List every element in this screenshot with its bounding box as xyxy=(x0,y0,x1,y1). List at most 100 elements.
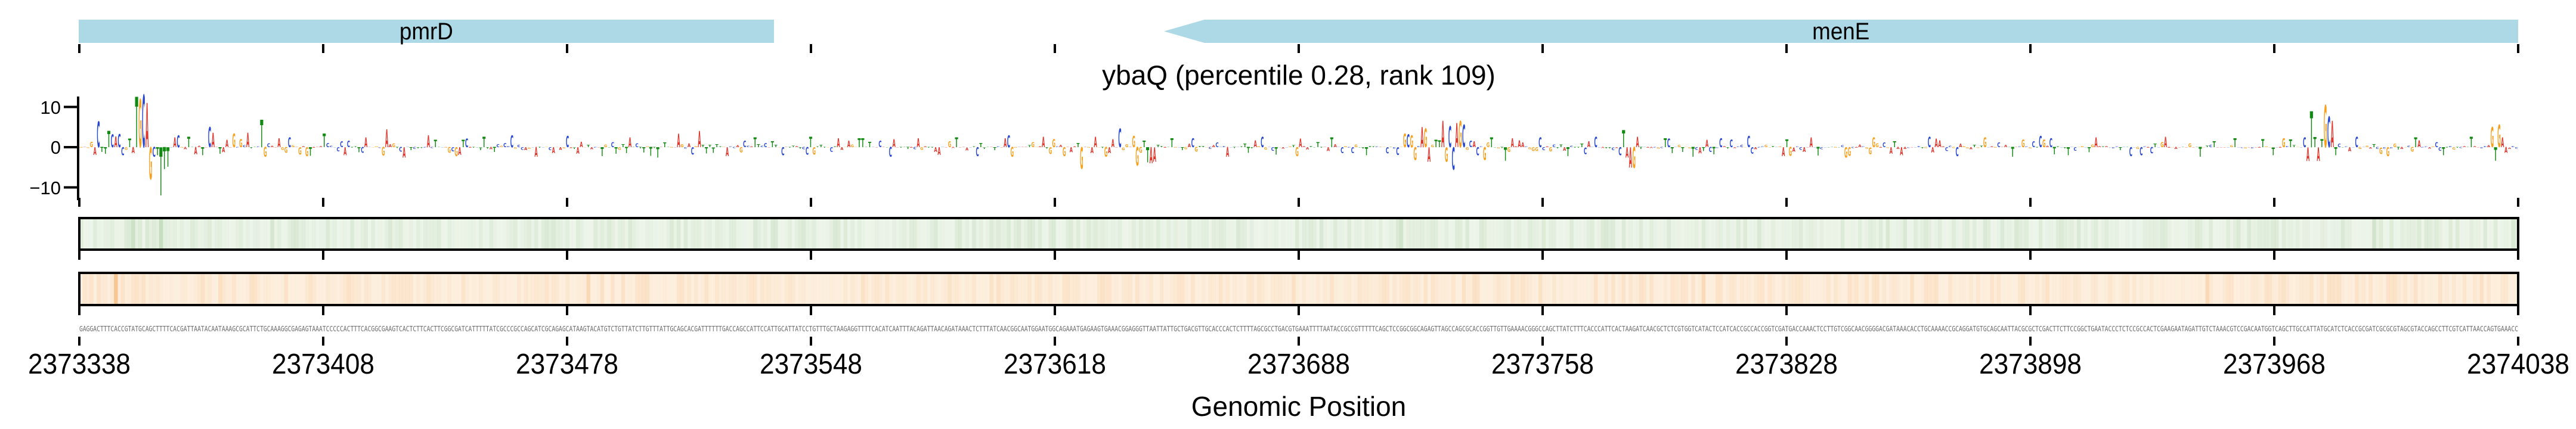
track-green-stripe xyxy=(736,219,740,248)
logo-letter-G: G xyxy=(392,142,395,148)
svg-text:A: A xyxy=(552,145,556,155)
track-orange-stripe xyxy=(583,274,587,304)
logo-letter-T: T xyxy=(218,145,221,156)
track-green-stripe xyxy=(2424,219,2428,248)
svg-text:A: A xyxy=(1959,143,1962,149)
logo-letter-T: T xyxy=(705,145,708,156)
track-orange-stripe xyxy=(1705,274,1709,304)
track-orange-stripe xyxy=(2237,274,2241,304)
track-orange-stripe xyxy=(1549,274,1552,304)
logo-letter-C: C xyxy=(1417,146,1420,148)
track-green-stripe xyxy=(520,219,525,248)
track-green-stripe xyxy=(437,219,441,248)
track-green-stripe xyxy=(2226,219,2230,248)
svg-text:A: A xyxy=(1810,135,1813,151)
track-green-stripe xyxy=(899,219,903,248)
track-green-stripe xyxy=(184,219,187,248)
track-green-stripe xyxy=(774,219,778,248)
track-green-stripe xyxy=(1816,219,1820,248)
logo-letter-T: T xyxy=(2442,146,2445,158)
svg-text:T: T xyxy=(1556,147,1559,149)
track-orange-stripe xyxy=(2136,274,2140,304)
track-orange-stripe xyxy=(1760,274,1765,304)
logo-letter-T: T xyxy=(2063,147,2066,149)
track-orange-stripe xyxy=(1920,274,1925,304)
svg-text:T: T xyxy=(475,147,479,148)
track-green-stripe xyxy=(1736,219,1741,248)
track-orange-stripe xyxy=(524,274,528,304)
svg-text:G: G xyxy=(1507,147,1510,154)
logo-letter-T: T xyxy=(2154,143,2157,148)
track-green-stripe xyxy=(896,219,900,248)
track-green-stripe xyxy=(179,219,184,248)
svg-text:T: T xyxy=(2310,101,2313,159)
track-orange-stripe xyxy=(1326,274,1330,304)
logo-letter-G: G xyxy=(1194,147,1197,154)
logo-letter-T: T xyxy=(771,140,775,150)
x-tick xyxy=(322,44,324,53)
logo-letter-T: T xyxy=(1980,146,1983,148)
track-green-stripe xyxy=(1948,219,1952,248)
track-green-stripe xyxy=(298,219,302,248)
track-orange-stripe xyxy=(388,274,392,304)
logo-letter-T: T xyxy=(187,134,191,151)
track-orange-stripe xyxy=(2386,274,2390,304)
track-orange-stripe xyxy=(1153,274,1156,304)
svg-text:A: A xyxy=(945,147,948,148)
logo-letter-C: C xyxy=(1479,147,1483,148)
logo-letter-C: C xyxy=(2438,146,2442,152)
svg-text:A: A xyxy=(212,129,215,153)
track-green-stripe xyxy=(1962,219,1967,248)
track-orange-stripe xyxy=(86,274,90,304)
logo-letter-A: A xyxy=(194,145,197,157)
svg-text:C: C xyxy=(1542,147,1545,151)
logo-letter-C: C xyxy=(431,147,434,149)
track-green-stripe xyxy=(781,219,785,248)
logo-letter-T: T xyxy=(2341,147,2345,148)
track-green-stripe xyxy=(1580,219,1584,248)
logo-letter-G: G xyxy=(281,147,284,151)
svg-text:A: A xyxy=(1254,139,1258,150)
track-green-stripe xyxy=(1587,219,1591,248)
svg-text:T: T xyxy=(416,147,419,149)
track-green-stripe xyxy=(2212,219,2216,248)
track-orange-stripe xyxy=(1371,274,1376,304)
track-orange-stripe xyxy=(117,274,122,304)
track-orange-stripe xyxy=(1233,274,1237,304)
svg-text:C: C xyxy=(1584,145,1587,156)
logo-letter-A: A xyxy=(952,147,955,149)
svg-text:A: A xyxy=(1879,147,1883,148)
track-green-stripe xyxy=(1135,219,1140,248)
x-tick-label: 2373898 xyxy=(1979,349,2082,380)
logo-letter-T: T xyxy=(973,147,976,148)
logo-letter-T: T xyxy=(416,147,419,149)
track-green-stripe xyxy=(1899,219,1904,248)
logo-letter-T: T xyxy=(701,144,705,148)
svg-text:A: A xyxy=(2428,147,2432,150)
logo-letter-G: G xyxy=(1174,147,1177,148)
svg-text:A: A xyxy=(1441,114,1444,156)
svg-text:C: C xyxy=(340,140,343,150)
track-green-stripe xyxy=(1163,219,1168,248)
svg-text:A: A xyxy=(952,147,955,149)
logo-letter-T: T xyxy=(927,147,931,148)
track-green-stripe xyxy=(1979,219,1984,248)
track-orange-stripe xyxy=(833,274,837,304)
logo-letter-T: T xyxy=(2445,147,2449,148)
logo-letter-T: T xyxy=(434,139,437,150)
track-orange-stripe xyxy=(2302,274,2307,304)
track-green-stripe xyxy=(1760,219,1765,248)
logo-letter-C: C xyxy=(747,146,750,148)
logo-letter-T: T xyxy=(798,147,801,149)
track-green-stripe xyxy=(1757,219,1761,248)
track-green-stripe xyxy=(871,219,875,248)
svg-text:T: T xyxy=(1146,142,1149,167)
track-green-stripe xyxy=(1441,219,1445,248)
track-orange-stripe xyxy=(2261,274,2265,304)
logo-letter-C: C xyxy=(2209,145,2213,148)
logo-letter-A: A xyxy=(1441,114,1444,156)
track-green-stripe xyxy=(2140,219,2143,248)
track-orange-stripe xyxy=(259,274,264,304)
track-green-stripe xyxy=(131,219,135,248)
x-tick xyxy=(1054,44,1056,53)
